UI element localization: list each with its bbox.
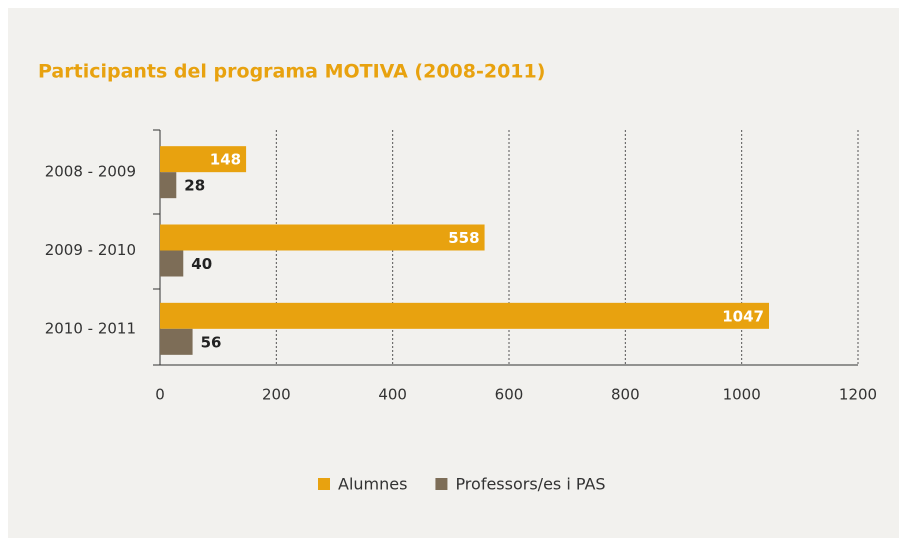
data-label: 56 <box>201 333 222 351</box>
chart-title: Participants del programa MOTIVA (2008-2… <box>38 61 545 83</box>
y-tick-label: 2008 - 2009 <box>45 163 136 181</box>
data-label: 28 <box>184 177 205 195</box>
data-label: 148 <box>210 151 241 169</box>
category-separators <box>153 129 160 366</box>
x-tick-label: 600 <box>495 386 524 404</box>
bar <box>160 328 193 355</box>
y-tick-label: 2010 - 2011 <box>45 319 136 337</box>
data-label: 40 <box>191 255 212 273</box>
data-label: 1047 <box>722 307 764 325</box>
legend-swatch <box>435 478 448 490</box>
x-tick-label: 200 <box>262 386 291 404</box>
data-label: 558 <box>448 229 479 247</box>
bar <box>160 172 177 199</box>
bar <box>160 224 485 251</box>
x-tick-label: 400 <box>378 386 407 404</box>
bar <box>160 302 770 329</box>
x-tick-label: 0 <box>155 386 165 404</box>
bar <box>160 250 184 277</box>
legend-label: Professors/es i PAS <box>455 475 605 494</box>
legend-swatch <box>318 478 330 490</box>
chart-background <box>8 8 899 538</box>
bar <box>160 146 247 173</box>
x-tick-label: 800 <box>611 386 640 404</box>
y-tick-label: 2009 - 2010 <box>45 241 136 259</box>
x-tick-label: 1000 <box>723 386 761 404</box>
legend-label: Alumnes <box>338 475 407 494</box>
x-tick-label: 1200 <box>839 386 877 404</box>
